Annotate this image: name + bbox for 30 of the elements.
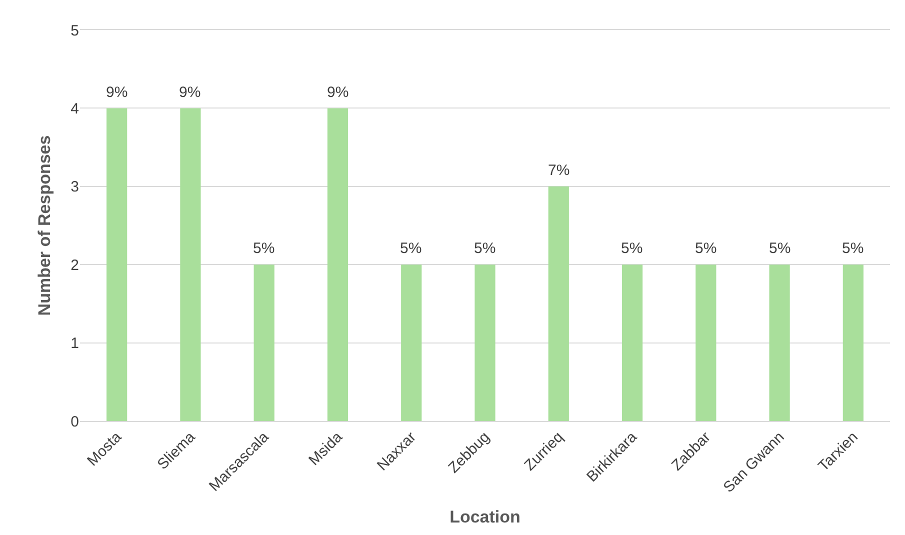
annotation: 5% (474, 240, 496, 257)
annotation: 9% (106, 84, 128, 101)
bar (180, 108, 201, 421)
bar (842, 264, 864, 421)
y-tick-label: 4 (70, 100, 79, 118)
annotation: 5% (695, 240, 717, 257)
bar (696, 264, 716, 421)
bar (327, 108, 348, 421)
y-tick-label: 3 (70, 178, 79, 196)
y-axis-title: Number of Responses (35, 135, 54, 316)
annotation: 9% (327, 84, 349, 101)
bar (622, 264, 643, 421)
y-tick-label: 0 (70, 413, 79, 430)
annotation: 7% (548, 162, 570, 179)
y-tick-label: 1 (70, 335, 79, 352)
y-tick-label: 2 (70, 256, 79, 274)
bar (106, 108, 128, 421)
annotation: 5% (621, 240, 643, 257)
bar (548, 186, 569, 421)
x-axis-title: Location (450, 507, 520, 526)
annotation: 9% (179, 84, 201, 101)
bar (769, 264, 790, 421)
bar (474, 264, 496, 421)
annotation: 5% (842, 240, 864, 257)
bar (254, 264, 274, 421)
y-tick-label: 5 (70, 22, 79, 40)
annotation: 5% (769, 240, 791, 257)
bar (401, 264, 422, 421)
annotation: 5% (400, 240, 422, 257)
annotation: 5% (253, 240, 275, 257)
